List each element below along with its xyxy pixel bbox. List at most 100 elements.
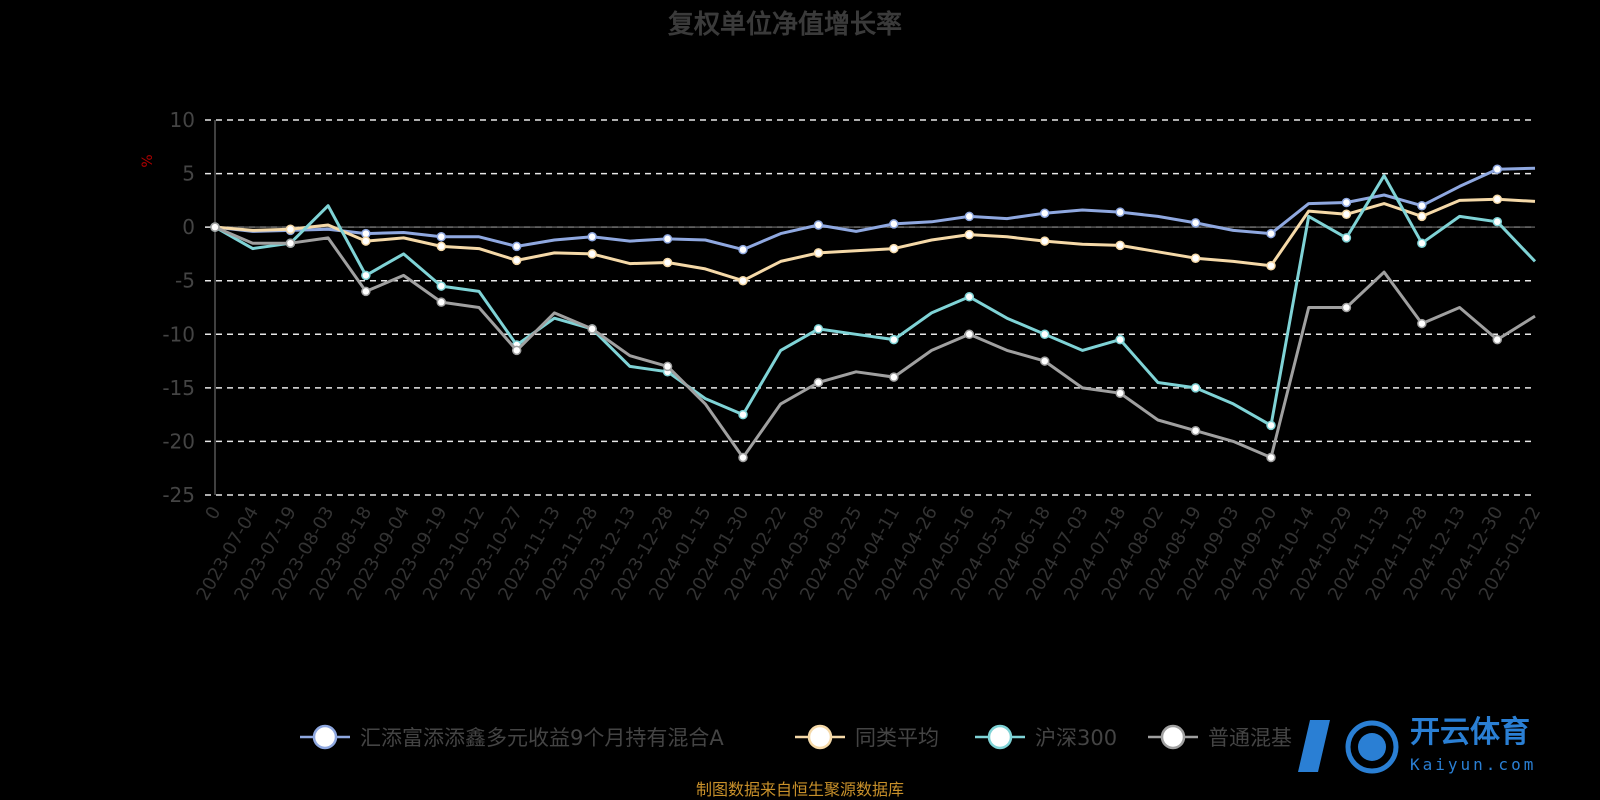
data-point[interactable] [1115,207,1125,217]
y-tick-label: 0 [182,215,195,239]
data-point[interactable] [889,372,899,382]
data-point[interactable] [511,345,522,356]
legend-marker [1160,724,1186,750]
data-point[interactable] [1341,197,1352,208]
series-path [214,225,1536,459]
series-line [210,174,1537,431]
data-point[interactable] [662,257,673,268]
data-point[interactable] [1039,356,1050,366]
legend-label: 普通混基 [1208,726,1292,750]
watermark-logo: 开云体育 Kaiyun.com [1298,715,1536,774]
data-point[interactable] [1417,211,1427,222]
logo-k-icon [1298,720,1330,772]
series-line [210,222,1536,463]
x-axis-ticks: 02023-07-042023-07-192023-08-032023-08-1… [193,503,1546,604]
data-point[interactable] [964,329,975,340]
data-point[interactable] [1190,383,1201,393]
data-point[interactable] [511,241,522,252]
data-point[interactable] [738,244,748,255]
chart-title: 复权单位净值增长率 [668,9,902,40]
series-path [214,197,1536,283]
data-point[interactable] [1115,240,1125,251]
data-point[interactable] [738,275,748,286]
data-point[interactable] [361,236,371,246]
data-point[interactable] [285,238,296,248]
data-point[interactable] [738,452,748,463]
data-point[interactable] [1266,260,1276,271]
data-point[interactable] [738,409,748,420]
data-point[interactable] [1341,209,1352,220]
y-tick-label: -25 [162,483,195,507]
y-tick-label: -20 [162,429,195,453]
ball-center-icon [1358,733,1386,761]
legend-item[interactable]: 沪深300 [975,724,1117,750]
data-point[interactable] [361,270,371,281]
legend-marker [312,724,338,750]
data-point[interactable] [1492,194,1503,205]
data-point[interactable] [1115,388,1125,398]
series-line [210,164,1536,255]
legend-item[interactable]: 同类平均 [795,724,939,750]
watermark-en: Kaiyun.com [1410,755,1536,774]
data-point[interactable] [1492,334,1503,345]
y-tick-label: -15 [162,376,195,400]
y-axis-label: % [140,154,156,167]
data-point[interactable] [1266,228,1276,239]
data-point[interactable] [361,286,371,297]
series-group [210,164,1537,463]
data-point[interactable] [813,248,824,258]
data-point[interactable] [1266,452,1276,463]
data-point[interactable] [889,243,899,254]
legend-label: 汇添富添添鑫多元收益9个月持有混合A [360,726,724,750]
y-tick-label: -10 [162,322,195,346]
data-point[interactable] [662,234,673,244]
legend-item[interactable]: 汇添富添添鑫多元收益9个月持有混合A [300,724,724,750]
data-point[interactable] [964,229,975,240]
data-point[interactable] [436,297,447,307]
data-point[interactable] [1190,253,1201,263]
x-tick-label: 0 [201,503,225,523]
legend-marker [987,724,1013,750]
data-point[interactable] [210,222,220,232]
data-point[interactable] [436,281,447,291]
grid-lines [205,119,1535,496]
series-path [214,174,1537,427]
data-point[interactable] [813,377,824,388]
data-point[interactable] [1266,420,1276,431]
legend: 汇添富添添鑫多元收益9个月持有混合A 同类平均 沪深300 普通混基 [300,724,1292,750]
legend-label: 同类平均 [855,726,939,750]
data-point[interactable] [587,232,597,242]
data-point[interactable] [587,324,597,334]
data-point[interactable] [813,324,824,334]
data-point[interactable] [1417,200,1427,211]
data-point[interactable] [436,232,447,242]
data-point[interactable] [1417,238,1427,248]
data-point[interactable] [813,220,824,230]
data-point[interactable] [889,334,899,345]
data-point[interactable] [1492,217,1503,227]
watermark-cn: 开云体育 [1410,715,1530,750]
data-point[interactable] [1417,318,1427,329]
y-axis-ticks: 10 5 0 -5 -10 -15 -20 -25 [162,108,195,507]
data-point[interactable] [964,292,975,302]
data-point[interactable] [436,241,447,252]
data-point[interactable] [1341,233,1352,243]
data-point[interactable] [964,211,975,222]
data-point[interactable] [285,224,296,235]
data-point[interactable] [1492,164,1503,175]
y-tick-label: -5 [175,269,195,293]
ball-icon [1345,720,1399,774]
data-point[interactable] [511,255,522,266]
data-point[interactable] [587,249,597,259]
data-point[interactable] [1039,236,1050,246]
data-point[interactable] [1115,334,1125,345]
data-point[interactable] [1039,329,1050,340]
data-point[interactable] [889,219,899,229]
data-point[interactable] [1190,425,1201,436]
data-point[interactable] [1039,208,1050,218]
data-point[interactable] [1341,302,1352,313]
data-point[interactable] [662,361,673,372]
legend-item[interactable]: 普通混基 [1148,724,1292,750]
data-point[interactable] [1190,218,1201,228]
